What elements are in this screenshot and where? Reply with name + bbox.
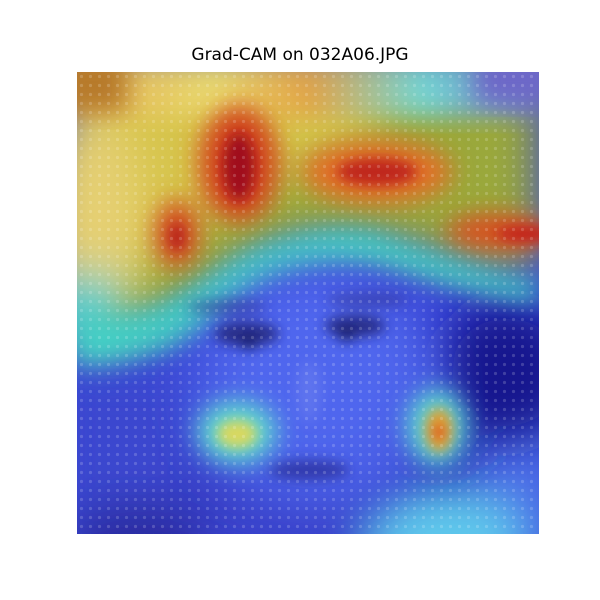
figure-title: Grad-CAM on 032A06.JPG [191,45,409,65]
gradcam-image [77,72,539,534]
heatmap-overlay [77,72,539,534]
